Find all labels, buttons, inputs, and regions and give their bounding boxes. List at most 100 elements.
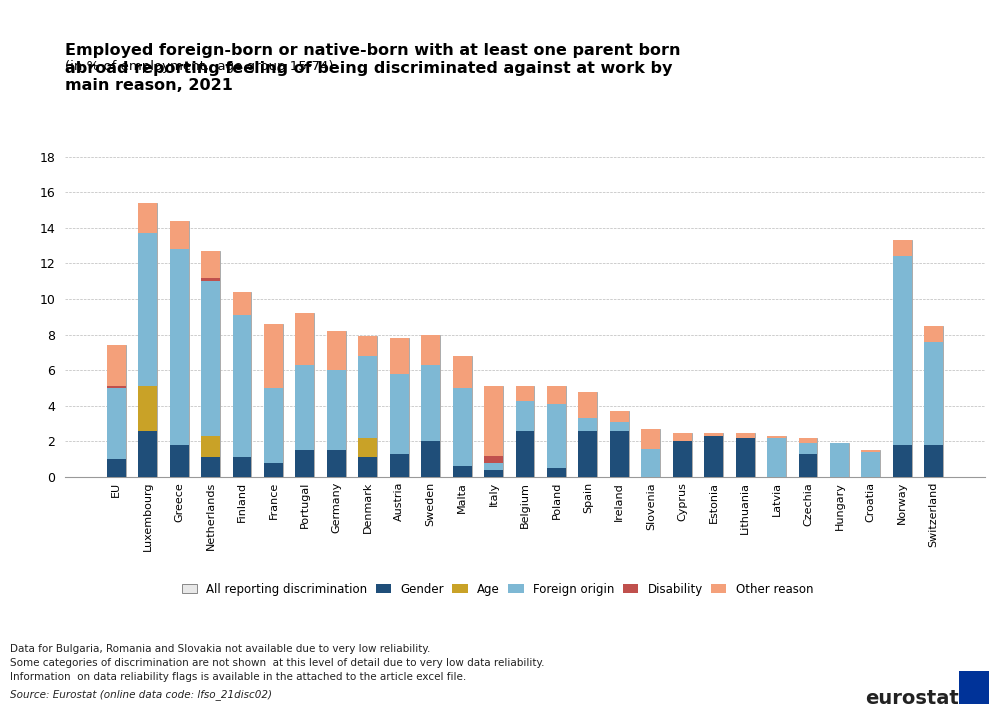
Text: (in % of employment,  age group 15-74): (in % of employment, age group 15-74) [65, 61, 334, 73]
Bar [170, 221, 189, 249]
FancyBboxPatch shape [959, 671, 989, 704]
Bar [893, 241, 912, 477]
Bar [358, 457, 377, 477]
Bar [861, 450, 880, 477]
Bar [704, 433, 723, 477]
Bar [578, 431, 597, 477]
Bar [484, 386, 503, 477]
Bar [390, 338, 409, 374]
Bar [547, 386, 566, 477]
Bar [264, 324, 283, 388]
Bar [107, 345, 126, 477]
Bar [201, 251, 220, 278]
Bar [799, 438, 817, 477]
Bar [516, 431, 534, 477]
Bar [547, 404, 566, 468]
Text: Data for Bulgaria, Romania and Slovakia not available due to very low reliabilit: Data for Bulgaria, Romania and Slovakia … [10, 644, 544, 682]
Bar [358, 356, 377, 438]
Bar [138, 386, 157, 431]
Bar [107, 345, 126, 386]
Bar [138, 203, 157, 477]
Bar [924, 445, 943, 477]
Bar [295, 313, 314, 365]
Bar [799, 454, 817, 477]
Bar [201, 457, 220, 477]
Bar [830, 443, 849, 477]
Bar [358, 337, 377, 356]
Bar [610, 412, 629, 477]
Bar [170, 221, 189, 477]
Bar [233, 457, 251, 477]
Bar [578, 419, 597, 431]
Bar [924, 342, 943, 445]
Bar [516, 400, 534, 431]
Bar [830, 443, 849, 477]
Bar [421, 365, 440, 441]
Bar [484, 386, 503, 456]
Bar [924, 326, 943, 342]
Bar [861, 452, 880, 477]
Bar [390, 338, 409, 477]
Bar [704, 433, 723, 436]
Bar [233, 292, 251, 477]
Bar [736, 433, 755, 477]
Bar [641, 449, 660, 477]
Bar [390, 374, 409, 454]
Bar [421, 335, 440, 477]
Bar [610, 431, 629, 477]
Bar [673, 433, 692, 477]
Bar [484, 470, 503, 477]
Bar [736, 438, 755, 477]
Bar [358, 438, 377, 457]
Bar [107, 459, 126, 477]
Bar [516, 386, 534, 400]
Bar [264, 463, 283, 477]
Bar [453, 356, 472, 477]
Text: Source: Eurostat (online data code: lfso_21disc02): Source: Eurostat (online data code: lfso… [10, 689, 272, 700]
Bar [547, 386, 566, 404]
Bar [861, 451, 880, 452]
Bar [138, 431, 157, 477]
Bar [547, 468, 566, 477]
Bar [610, 422, 629, 431]
Bar [295, 450, 314, 477]
Bar [453, 356, 472, 388]
Bar [264, 324, 283, 477]
Bar [641, 429, 660, 449]
Bar [327, 370, 346, 450]
Bar [327, 450, 346, 477]
Bar [673, 433, 692, 441]
Bar [264, 388, 283, 463]
Bar [799, 443, 817, 454]
Bar [578, 392, 597, 477]
Bar [138, 234, 157, 386]
Bar [893, 241, 912, 256]
Bar [799, 438, 817, 443]
Bar [201, 251, 220, 477]
Bar [358, 337, 377, 477]
Bar [201, 436, 220, 457]
Bar [107, 388, 126, 459]
Bar [170, 445, 189, 477]
Bar [767, 436, 786, 477]
Bar [767, 438, 786, 477]
Text: Employed foreign-born or native-born with at least one parent born
abroad report: Employed foreign-born or native-born wit… [65, 43, 680, 93]
Bar [736, 433, 755, 438]
Bar [767, 436, 786, 438]
Bar [453, 388, 472, 466]
Bar [421, 335, 440, 365]
Bar [641, 429, 660, 477]
Bar [484, 456, 503, 463]
Bar [107, 387, 126, 388]
Bar [390, 454, 409, 477]
Bar [295, 365, 314, 450]
Bar [201, 281, 220, 436]
Legend: All reporting discrimination, Gender, Age, Foreign origin, Disability, Other rea: All reporting discrimination, Gender, Ag… [178, 579, 817, 599]
Bar [233, 292, 251, 315]
Bar [484, 463, 503, 470]
Bar [610, 412, 629, 422]
Bar [704, 436, 723, 477]
Bar [578, 392, 597, 419]
Bar [327, 331, 346, 477]
Text: eurostat: eurostat [865, 689, 959, 708]
